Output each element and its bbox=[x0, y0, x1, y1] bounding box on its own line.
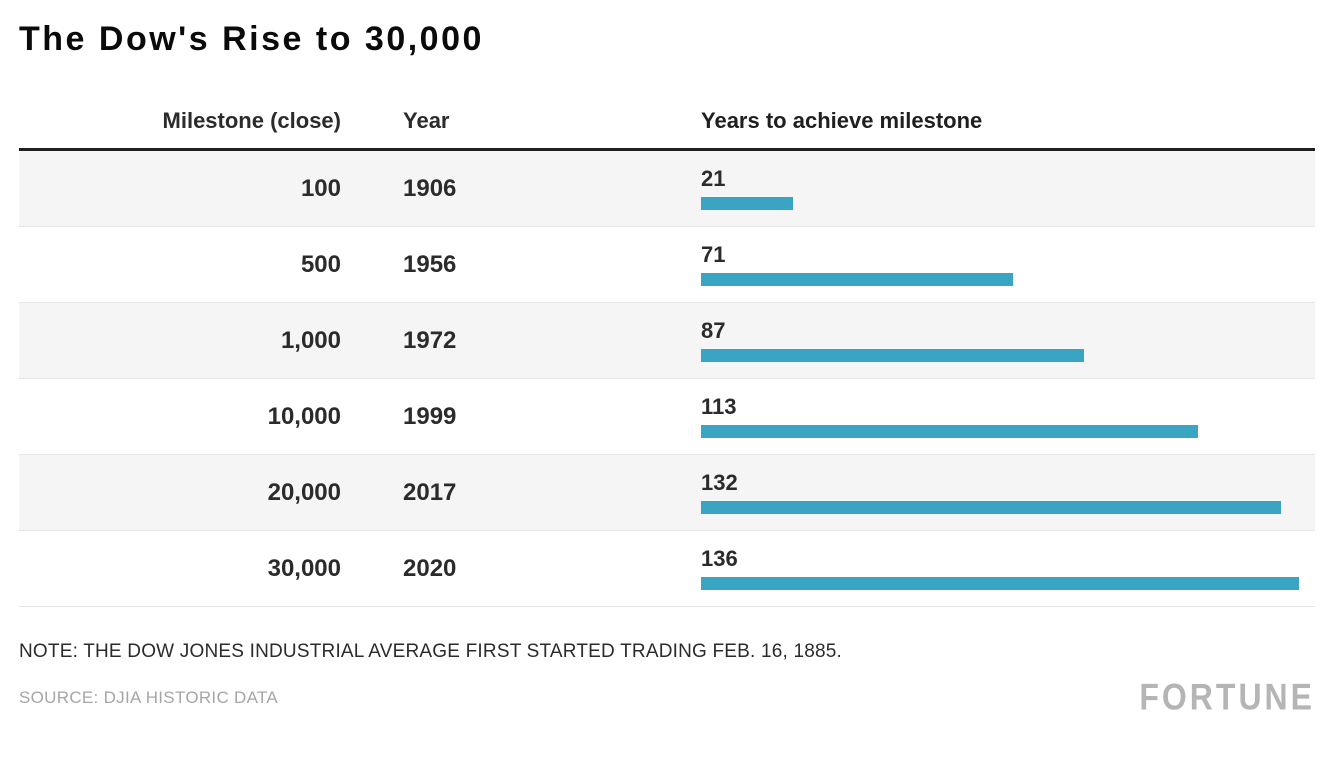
table-row: 10,000 1999 113 bbox=[19, 379, 1315, 455]
milestone-bar bbox=[701, 348, 1084, 362]
milestone-bar bbox=[701, 424, 1198, 438]
bar-value-label: 113 bbox=[701, 393, 737, 419]
table-row: 30,000 2020 136 bbox=[19, 531, 1315, 607]
fortune-logo: FORTUNE bbox=[1139, 676, 1315, 718]
year-value: 1956 bbox=[403, 250, 457, 278]
year-value: 1906 bbox=[403, 174, 457, 202]
bar-track bbox=[701, 196, 1299, 210]
milestone-value: 20,000 bbox=[267, 478, 341, 506]
column-header-milestone: Milestone (close) bbox=[162, 107, 341, 133]
bar-value-label: 21 bbox=[701, 165, 726, 191]
source-text: SOURCE: DJIA HISTORIC DATA bbox=[19, 687, 279, 707]
column-header-years: Years to achieve milestone bbox=[701, 107, 983, 133]
year-value: 2017 bbox=[403, 478, 457, 506]
milestone-bar bbox=[701, 272, 1014, 286]
bar-cell: 21 bbox=[641, 165, 1315, 210]
milestone-value: 100 bbox=[300, 174, 341, 202]
bar-track bbox=[701, 576, 1299, 590]
bar-cell: 87 bbox=[641, 317, 1315, 362]
milestone-bar bbox=[701, 500, 1282, 514]
milestone-value: 1,000 bbox=[280, 326, 341, 354]
table-header-row: Milestone (close) Year Years to achieve … bbox=[19, 93, 1315, 151]
bar-cell: 132 bbox=[641, 469, 1315, 514]
table-row: 100 1906 21 bbox=[19, 151, 1315, 227]
milestone-value: 500 bbox=[300, 250, 341, 278]
milestone-bar bbox=[701, 196, 794, 210]
year-value: 1999 bbox=[403, 402, 457, 430]
bar-value-label: 132 bbox=[701, 469, 738, 495]
milestone-bar bbox=[701, 576, 1299, 590]
bar-value-label: 136 bbox=[701, 545, 738, 571]
note-text: NOTE: THE DOW JONES INDUSTRIAL AVERAGE F… bbox=[19, 641, 843, 662]
bar-cell: 71 bbox=[641, 241, 1315, 286]
bar-value-label: 87 bbox=[701, 317, 726, 343]
column-header-year: Year bbox=[403, 107, 450, 133]
table-row: 1,000 1972 87 bbox=[19, 303, 1315, 379]
bar-track bbox=[701, 348, 1299, 362]
year-value: 1972 bbox=[403, 326, 457, 354]
table-row: 20,000 2017 132 bbox=[19, 455, 1315, 531]
footer: SOURCE: DJIA HISTORIC DATA FORTUNE bbox=[19, 676, 1315, 718]
page-title: The Dow's Rise to 30,000 bbox=[19, 20, 484, 58]
bar-track bbox=[701, 424, 1299, 438]
bar-cell: 136 bbox=[641, 545, 1315, 590]
bar-value-label: 71 bbox=[701, 241, 726, 267]
year-value: 2020 bbox=[403, 554, 457, 582]
milestone-table: Milestone (close) Year Years to achieve … bbox=[19, 93, 1315, 607]
bar-track bbox=[701, 500, 1299, 514]
bar-cell: 113 bbox=[641, 393, 1315, 438]
bar-track bbox=[701, 272, 1299, 286]
milestone-value: 10,000 bbox=[267, 402, 341, 430]
table-row: 500 1956 71 bbox=[19, 227, 1315, 303]
milestone-value: 30,000 bbox=[267, 554, 341, 582]
